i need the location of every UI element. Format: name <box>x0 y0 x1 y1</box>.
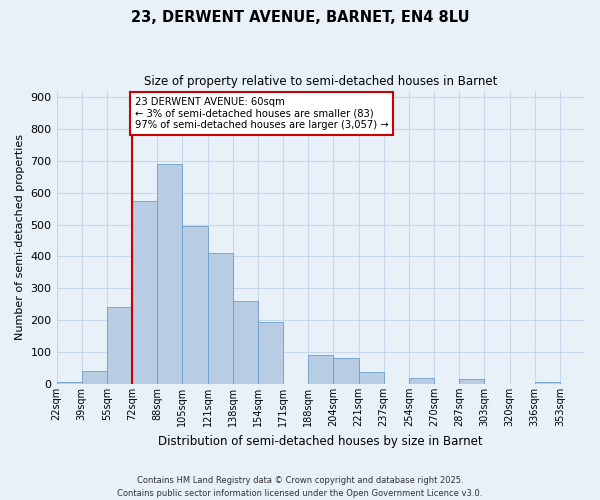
Bar <box>459 379 484 384</box>
Text: Contains HM Land Registry data © Crown copyright and database right 2025.
Contai: Contains HM Land Registry data © Crown c… <box>118 476 482 498</box>
Y-axis label: Number of semi-detached properties: Number of semi-detached properties <box>15 134 25 340</box>
Bar <box>334 358 359 384</box>
Bar <box>535 382 560 384</box>
Bar <box>82 370 107 384</box>
Bar <box>233 301 258 384</box>
Bar <box>107 308 132 384</box>
Text: 23 DERWENT AVENUE: 60sqm
← 3% of semi-detached houses are smaller (83)
97% of se: 23 DERWENT AVENUE: 60sqm ← 3% of semi-de… <box>134 97 388 130</box>
Bar <box>132 200 157 384</box>
Text: 23, DERWENT AVENUE, BARNET, EN4 8LU: 23, DERWENT AVENUE, BARNET, EN4 8LU <box>131 10 469 25</box>
Bar <box>409 378 434 384</box>
Bar <box>359 372 383 384</box>
Bar <box>208 253 233 384</box>
Bar <box>308 354 334 384</box>
Title: Size of property relative to semi-detached houses in Barnet: Size of property relative to semi-detach… <box>144 75 497 88</box>
Bar <box>258 322 283 384</box>
Bar <box>56 382 82 384</box>
Bar <box>157 164 182 384</box>
Bar <box>182 226 208 384</box>
X-axis label: Distribution of semi-detached houses by size in Barnet: Distribution of semi-detached houses by … <box>158 434 483 448</box>
